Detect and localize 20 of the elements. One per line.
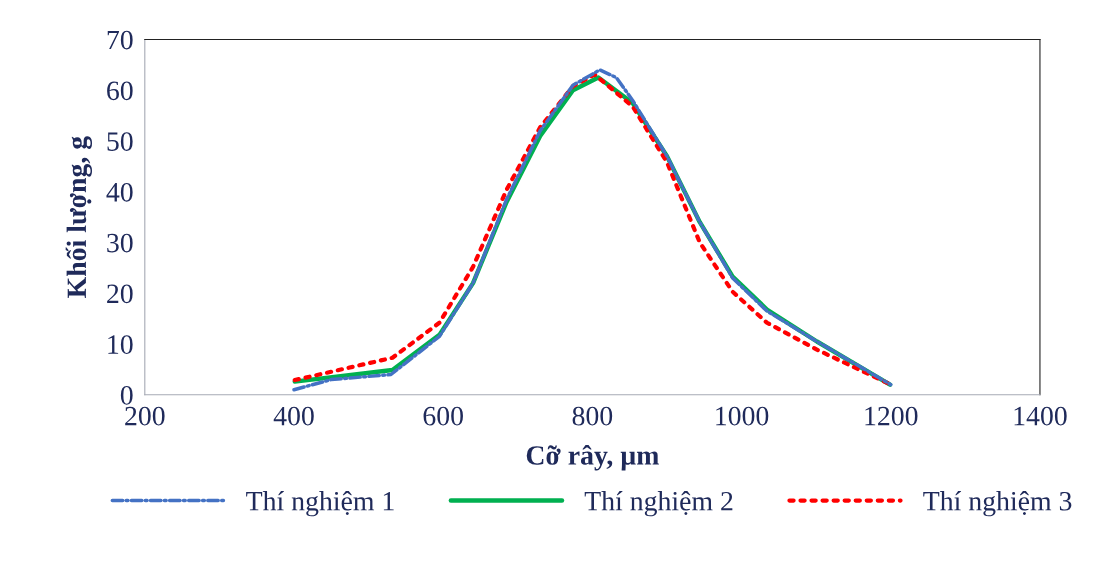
y-tick-label: 30 [107,233,133,253]
x-tick-label: 1200 [865,406,918,426]
legend-label: Thí nghiệm 1 [246,490,394,517]
y-tick-label: 50 [107,132,133,151]
y-axis-title: Khối lượng, g [65,136,93,298]
y-tick-label: 10 [108,335,133,354]
x-tick-label: 200 [125,406,165,426]
x-tick-label: 400 [273,406,314,426]
x-axis-title: Cỡ rây, µm [526,444,659,471]
legend-label: Thí nghiệm 2 [584,490,733,517]
x-tick-label: 1000 [716,406,769,426]
x-tick-label: 800 [572,406,613,426]
y-tick-label: 60 [107,81,133,101]
y-tick-label: 0 [120,385,133,405]
y-tick-label: 70 [107,30,133,50]
y-tick-label: 20 [107,284,133,304]
x-tick-label: 600 [423,406,463,426]
legend-label: Thí nghiệm 3 [923,490,1072,517]
y-tick-label: 40 [106,182,133,202]
x-tick-label: 1400 [1014,406,1067,426]
